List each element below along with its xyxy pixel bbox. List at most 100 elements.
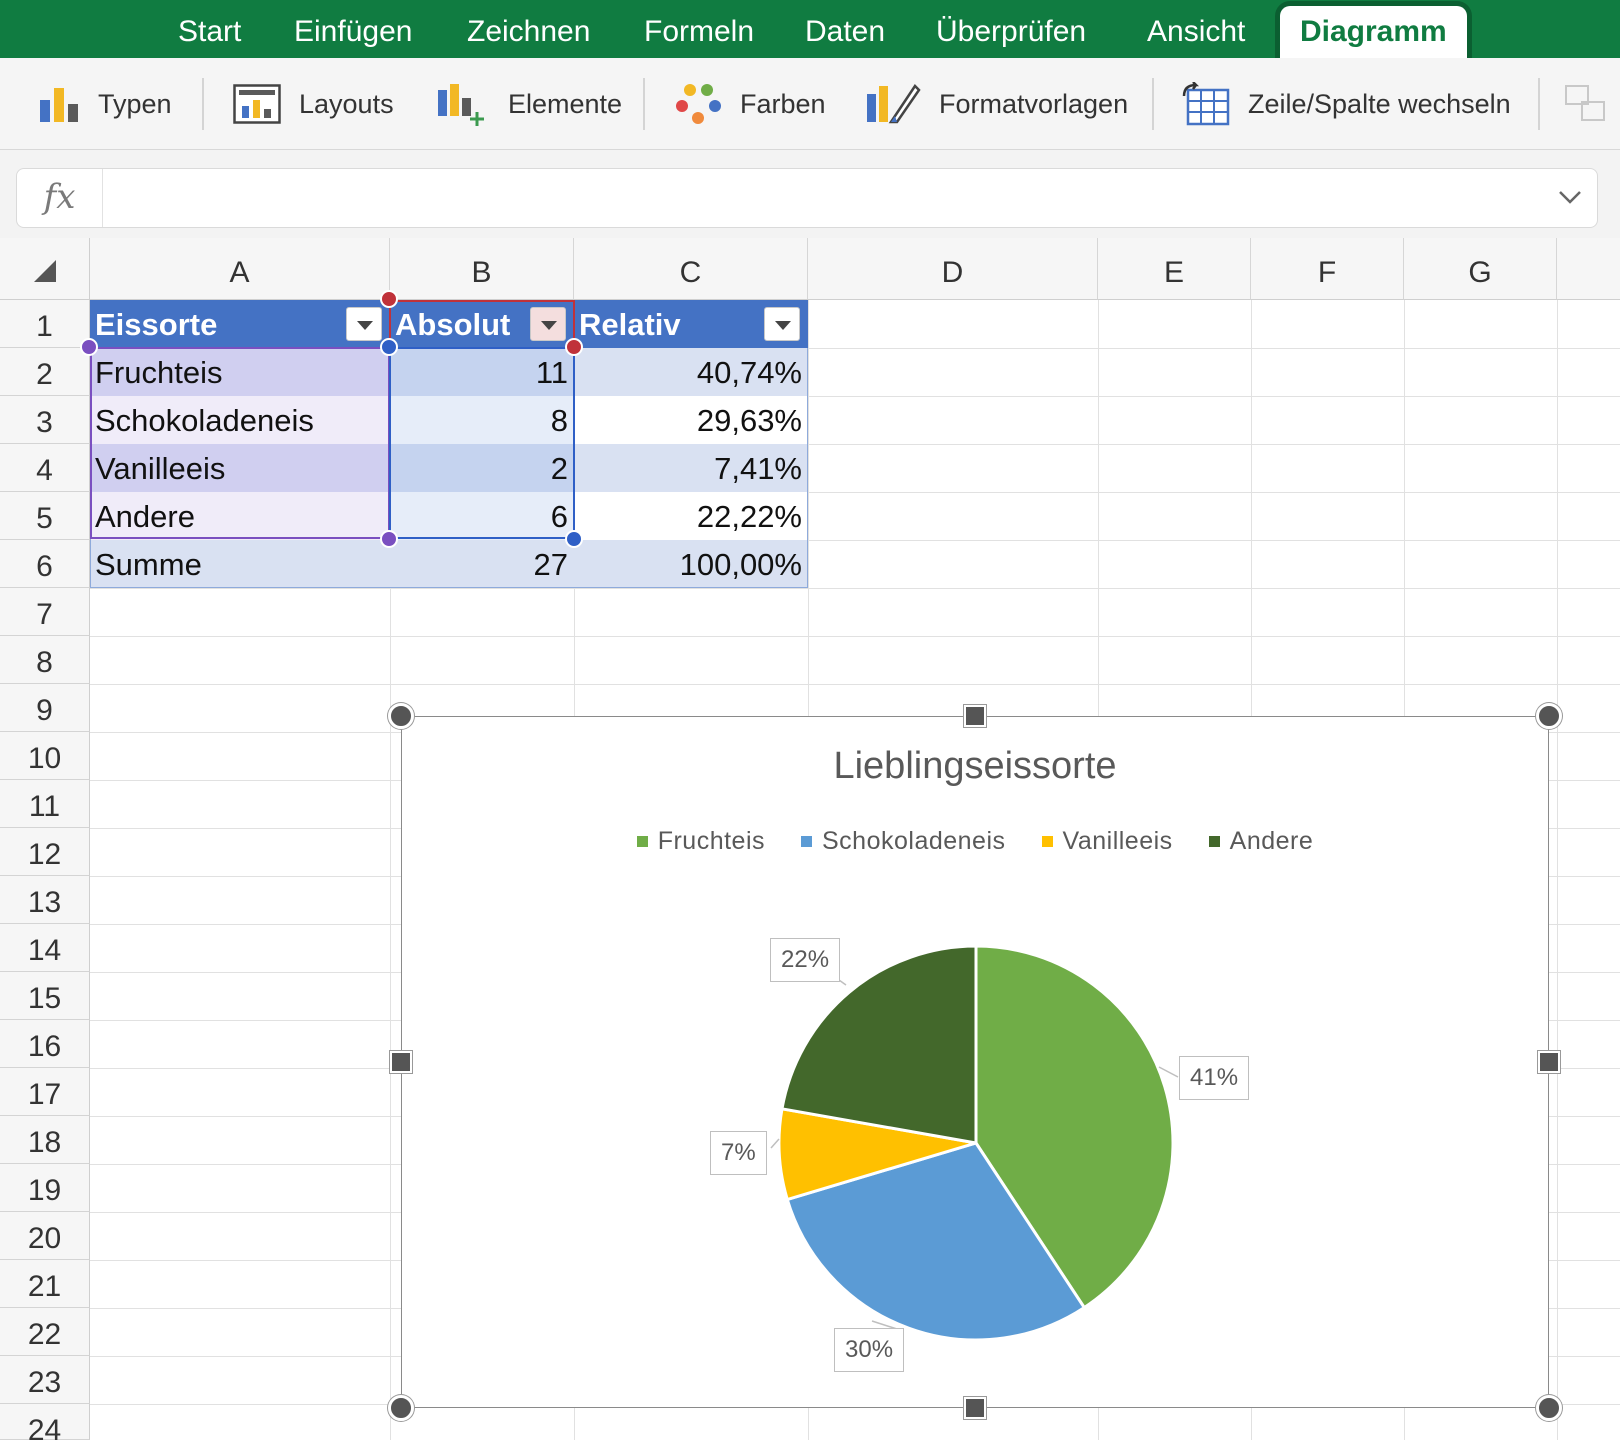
colors-button[interactable]: Farben [676,58,826,150]
chart-resize-handle-bottom[interactable] [964,1397,986,1419]
cell-c6[interactable]: 100,00% [679,547,802,582]
row-header-23[interactable]: 23 [0,1356,90,1404]
chart-resize-handle-top[interactable] [964,705,986,727]
row-header-4[interactable]: 4 [0,444,90,492]
cell-b3[interactable]: 8 [550,403,568,438]
row-header-7[interactable]: 7 [0,588,90,636]
filter-dropdown-icon[interactable] [764,307,800,341]
pie-slice-andere[interactable] [780,944,978,1145]
styles-button[interactable]: Formatvorlagen [865,58,1128,150]
data-label-fruchteis[interactable]: 41% [1179,1056,1250,1100]
cell-a3[interactable]: Schokoladeneis [95,403,314,438]
cell-c4[interactable]: 7,41% [714,451,802,486]
row-header-5[interactable]: 5 [0,492,90,540]
cell-c5[interactable]: 22,22% [696,499,802,534]
chart-resize-handle-top-right[interactable] [1536,703,1562,729]
legend-item-fruchteis[interactable]: Fruchteis [636,827,765,856]
range-resize-handle[interactable] [380,290,398,308]
row-header-18[interactable]: 18 [0,1116,90,1164]
column-header-d[interactable]: D [808,238,1098,300]
row-header-16[interactable]: 16 [0,1020,90,1068]
cell-a2[interactable]: Fruchteis [95,355,223,390]
legend-item-schokoladeneis[interactable]: Schokoladeneis [801,827,1006,856]
chart-resize-handle-bottom-right[interactable] [1536,1395,1562,1421]
column-header-g[interactable]: G [1404,238,1557,300]
layouts-button[interactable]: Layouts [233,58,394,150]
table-header-eissorte[interactable]: Eissorte [90,300,390,348]
chart-resize-handle-top-left[interactable] [388,703,414,729]
formula-bar[interactable]: fx [16,168,1598,228]
row-header-1[interactable]: 1 [0,300,90,348]
chart-resize-handle-bottom-left[interactable] [388,1395,414,1421]
filter-dropdown-icon[interactable] [346,307,382,341]
data-label-andere[interactable]: 22% [770,938,841,982]
cell-b6[interactable]: 27 [533,547,568,582]
column-header-f[interactable]: F [1251,238,1404,300]
tab-start[interactable]: Start [178,15,242,48]
column-header-e[interactable]: E [1098,238,1251,300]
legend-item-andere[interactable]: Andere [1208,827,1314,856]
row-header-3[interactable]: 3 [0,396,90,444]
range-resize-handle[interactable] [380,530,398,548]
table-header-absolut[interactable]: Absolut [390,300,574,348]
row-header-20[interactable]: 20 [0,1212,90,1260]
cell-a5[interactable]: Andere [95,499,195,534]
select-all-corner[interactable] [0,238,90,300]
tab-draw[interactable]: Zeichnen [467,15,591,48]
cell-c3[interactable]: 29,63% [696,403,802,438]
row-header-15[interactable]: 15 [0,972,90,1020]
row-header-22[interactable]: 22 [0,1308,90,1356]
row-header-10[interactable]: 10 [0,732,90,780]
filter-dropdown-icon[interactable] [530,307,566,341]
range-resize-handle[interactable] [565,530,583,548]
row-header-9[interactable]: 9 [0,684,90,732]
tab-view[interactable]: Ansicht [1147,15,1246,48]
legend-item-vanilleeis[interactable]: Vanilleeis [1041,827,1173,856]
tab-formulas[interactable]: Formeln [644,15,755,48]
chevron-down-icon[interactable] [1557,187,1583,207]
chart-title[interactable]: Lieblingseissorte [833,745,1117,787]
range-resize-handle[interactable] [565,338,583,356]
function-icon[interactable]: fx [17,169,103,227]
row-header-24[interactable]: 24 [0,1404,90,1440]
data-label-vanilleeis[interactable]: 7% [710,1131,767,1175]
pie-slice-schokoladeneis[interactable] [785,1141,1087,1342]
row-header-8[interactable]: 8 [0,636,90,684]
tab-data[interactable]: Daten [805,15,886,48]
column-header-h[interactable] [1557,238,1620,300]
cell-b4[interactable]: 2 [550,451,568,486]
row-header-13[interactable]: 13 [0,876,90,924]
range-resize-handle[interactable] [380,338,398,356]
data-label-schokoladeneis[interactable]: 30% [834,1328,905,1372]
row-header-17[interactable]: 17 [0,1068,90,1116]
chart-legend[interactable]: Fruchteis Schokoladeneis Vanilleeis Ande… [402,827,1548,856]
row-header-12[interactable]: 12 [0,828,90,876]
formula-input[interactable] [117,169,1537,227]
row-header-6[interactable]: 6 [0,540,90,588]
cell-b2[interactable]: 11 [535,355,568,390]
range-resize-handle[interactable] [80,338,98,356]
row-header-14[interactable]: 14 [0,924,90,972]
cell-c2[interactable]: 40,74% [696,355,802,390]
row-header-19[interactable]: 19 [0,1164,90,1212]
column-header-a[interactable]: A [90,238,390,300]
chart-resize-handle-left[interactable] [390,1051,412,1073]
tab-insert[interactable]: Einfügen [294,15,413,48]
row-header-21[interactable]: 21 [0,1260,90,1308]
row-header-11[interactable]: 11 [0,780,90,828]
cell-a6[interactable]: Summe [95,547,202,582]
column-header-c[interactable]: C [574,238,808,300]
column-header-b[interactable]: B [390,238,574,300]
tab-chart[interactable]: Diagramm [1280,6,1467,58]
row-header-2[interactable]: 2 [0,348,90,396]
cell-a4[interactable]: Vanilleeis [95,451,226,486]
elements-button[interactable]: Elemente [436,58,622,150]
chart-resize-handle-right[interactable] [1538,1051,1560,1073]
pie-chart[interactable]: Lieblingseissorte Fruchteis Schokoladene… [401,716,1549,1408]
chart-types-button[interactable]: Typen [38,58,172,150]
switch-row-column-button[interactable]: Zeile/Spalte wechseln [1182,58,1511,150]
cell-b5[interactable]: 6 [550,499,568,534]
more-tools-button[interactable] [1564,58,1608,150]
tab-review[interactable]: Überprüfen [936,15,1087,48]
table-header-relativ[interactable]: Relativ [574,300,808,348]
